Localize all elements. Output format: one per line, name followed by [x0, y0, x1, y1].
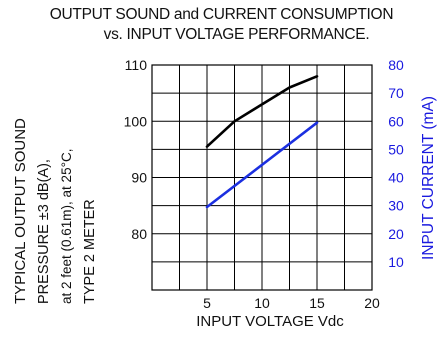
y2-axis-label: INPUT CURRENT (mA)	[420, 96, 437, 260]
y-tick-label: 90	[131, 170, 147, 186]
x-tick-label: 20	[364, 295, 380, 311]
y2-axis-label-text: INPUT CURRENT (mA)	[420, 96, 437, 260]
y-tick-label: 110	[125, 57, 148, 73]
chart-subtitle: vs. INPUT VOLTAGE PERFORMANCE.	[103, 26, 370, 43]
y-axis-label-line: TYPICAL OUTPUT SOUND	[12, 118, 29, 304]
y2-tick-label: 70	[388, 85, 404, 101]
y2-tick-label: 40	[388, 170, 404, 186]
y-tick-label: 80	[131, 226, 147, 242]
y-axis-label-line: at 2 feet (0.61m), at 25°C,	[59, 149, 74, 304]
x-tick-label: 10	[254, 295, 270, 311]
y-axis-label-line: TYPE 2 METER	[82, 199, 98, 304]
y-axis-label-line: PRESSURE ±3 dB(A),	[36, 159, 52, 304]
series-line-1	[205, 75, 319, 148]
y-axis-label: TYPICAL OUTPUT SOUND PRESSURE ±3 dB(A), at…	[12, 118, 98, 304]
y2-tick-label: 30	[388, 198, 404, 214]
y-tick-label: 100	[124, 113, 148, 129]
x-tick-label: 5	[203, 295, 211, 311]
y2-tick-label: 20	[388, 226, 404, 242]
y2-tick-label: 50	[388, 141, 404, 157]
series-line-2	[205, 121, 319, 209]
x-axis-label: INPUT VOLTAGE Vdc	[196, 313, 344, 330]
grid	[152, 65, 372, 290]
chart-title: OUTPUT SOUND and CURRENT CONSUMPTION	[49, 6, 394, 23]
plot-frame	[151, 64, 373, 291]
tick-labels: 5 10 15 20 80 90 100 110 10 20 30 40 50 60 70 80	[124, 57, 404, 311]
series-group	[205, 75, 319, 209]
axes	[151, 64, 373, 291]
y2-tick-label: 80	[388, 57, 404, 73]
x-tick-label: 15	[309, 295, 325, 311]
y2-tick-label: 10	[388, 254, 404, 270]
y2-tick-label: 60	[388, 113, 404, 129]
